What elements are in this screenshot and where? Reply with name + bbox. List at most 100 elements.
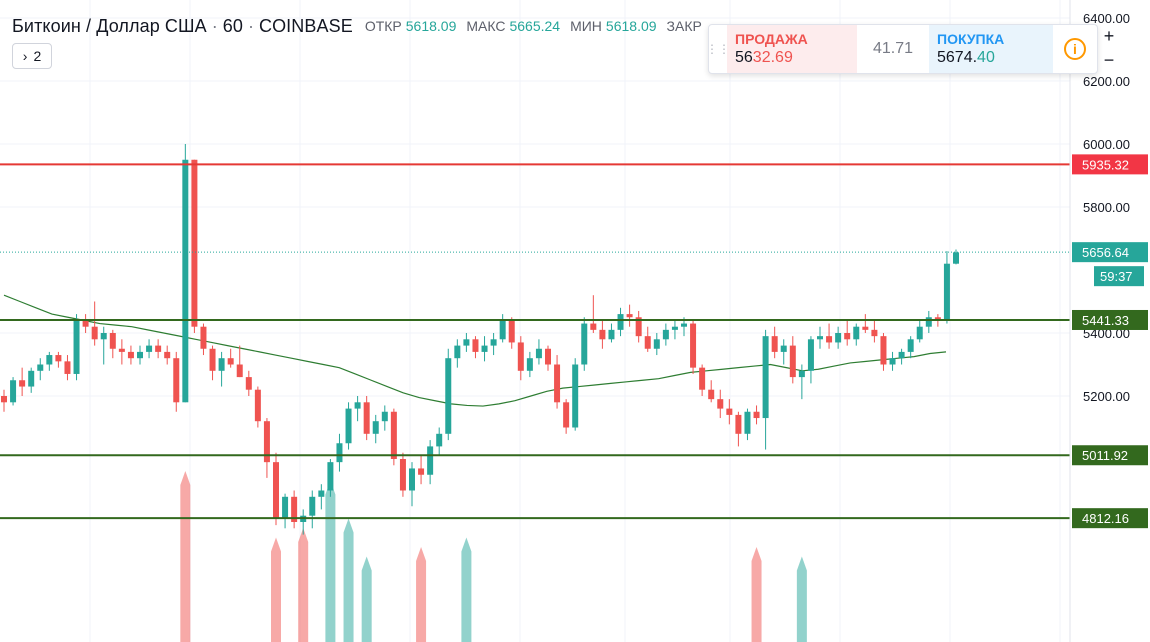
- indicators-collapse-button[interactable]: › 2: [12, 43, 52, 69]
- y-tick-label: 6000.00: [1083, 137, 1130, 152]
- candle-body: [46, 355, 53, 365]
- zoom-out-button[interactable]: −: [1103, 49, 1115, 70]
- candle-body: [581, 323, 588, 365]
- candle-body: [635, 317, 642, 337]
- volume-bar: [298, 528, 309, 642]
- countdown-tag: [1094, 266, 1144, 287]
- candle-body: [118, 348, 125, 352]
- candle-body: [363, 402, 370, 434]
- candle-body: [209, 348, 216, 371]
- candle-body: [155, 345, 162, 352]
- candle-body: [372, 421, 379, 434]
- candle-body: [499, 320, 506, 340]
- price-tag-label: 4812.16: [1082, 511, 1129, 526]
- candle-body: [545, 348, 551, 365]
- moving-average-line: [3, 294, 947, 407]
- candle-body: [508, 320, 515, 343]
- candle-body: [671, 326, 678, 330]
- candle-body: [535, 348, 542, 359]
- symbol-name[interactable]: Биткоин / Доллар США: [12, 15, 207, 36]
- candle-body: [318, 490, 325, 497]
- ohlc-open-label: ОТКР: [364, 18, 402, 34]
- ohlc-high-value: 5665.24: [509, 18, 561, 34]
- candle-body: [880, 336, 887, 365]
- candle-body: [862, 326, 869, 330]
- candle-body: [835, 333, 842, 343]
- candle-body: [127, 351, 134, 359]
- sell-button[interactable]: ПРОДАЖА 5632.69: [727, 25, 857, 73]
- candle-body: [916, 326, 923, 340]
- candle-body: [617, 314, 624, 330]
- spread-value: 41.71: [872, 40, 914, 57]
- chart-header: Биткоин / Доллар США · 60 · COINBASE ОТК…: [12, 14, 702, 38]
- candle-body: [436, 433, 443, 447]
- candle-body: [345, 408, 352, 444]
- candle-body: [871, 329, 878, 337]
- candle-body: [798, 370, 805, 378]
- candle-body: [64, 361, 71, 374]
- candle-body: [490, 339, 497, 346]
- indicators-count: 2: [33, 48, 42, 64]
- sell-price: 5632.69: [735, 49, 793, 66]
- candle-body: [517, 342, 524, 371]
- candle-body: [572, 364, 579, 428]
- buy-label: ПОКУПКА: [937, 31, 1005, 47]
- exchange-label: COINBASE: [258, 15, 353, 36]
- candle-body: [409, 468, 415, 491]
- candle-body: [708, 389, 715, 400]
- candle-body: [91, 326, 98, 340]
- candle-body: [73, 320, 80, 374]
- candle-body: [227, 358, 234, 365]
- candle-body: [717, 399, 724, 409]
- interval-label[interactable]: 60: [222, 15, 243, 36]
- volume-bar: [416, 547, 427, 642]
- candle-body: [82, 320, 89, 327]
- candle-body: [826, 336, 833, 343]
- candle-body: [336, 443, 343, 463]
- volume-bar: [461, 537, 472, 642]
- candle-body: [690, 323, 697, 368]
- ohlc-open-value: 5618.09: [405, 18, 457, 34]
- drag-handle-icon[interactable]: ⋮⋮: [706, 42, 730, 56]
- candle-body: [563, 402, 570, 428]
- zoom-in-button[interactable]: +: [1103, 25, 1115, 46]
- candle-body: [137, 351, 143, 359]
- candle-body: [526, 358, 533, 371]
- info-button[interactable]: i: [1053, 25, 1097, 73]
- ohlc-legend: ОТКР 5618.09 МАКС 5665.24 МИН 5618.09 ЗАКР: [365, 18, 702, 34]
- candle-body: [599, 329, 606, 340]
- buy-button[interactable]: ПОКУПКА 5674.40: [929, 25, 1053, 73]
- y-tick-label: 5200.00: [1083, 389, 1130, 404]
- candle-body: [907, 339, 914, 352]
- y-tick-label: 5800.00: [1083, 200, 1130, 215]
- candle-body: [853, 326, 860, 340]
- countdown-label: 59:37: [1100, 269, 1133, 284]
- candle-body: [789, 345, 796, 378]
- price-tag-label: 5011.92: [1082, 448, 1128, 463]
- candle-body: [55, 355, 62, 362]
- volume-bar: [361, 556, 372, 642]
- candle-body: [726, 408, 733, 415]
- candle-body: [100, 333, 107, 340]
- candle-body: [463, 339, 470, 346]
- price-tag: [1072, 508, 1148, 529]
- candle-body: [735, 414, 742, 434]
- candle-body: [218, 358, 225, 371]
- candle-body: [817, 336, 823, 340]
- volume-bar: [325, 480, 336, 642]
- candle-body: [898, 351, 905, 359]
- candle-body: [173, 358, 180, 403]
- candle-body: [291, 496, 298, 522]
- candle-body: [681, 323, 687, 327]
- candle-body: [254, 389, 261, 422]
- candle-body: [753, 411, 760, 419]
- trade-panel: ⋮⋮ ПРОДАЖА 5632.69 41.71 ПОКУПКА 5674.40…: [706, 24, 1098, 74]
- candle-body: [744, 411, 751, 434]
- volume-bar: [180, 471, 191, 642]
- volume-bar: [751, 547, 762, 642]
- ohlc-low-label: МИН: [570, 18, 602, 34]
- candle-body: [762, 336, 769, 419]
- price-tag: [1072, 309, 1148, 330]
- candle-body: [182, 159, 189, 403]
